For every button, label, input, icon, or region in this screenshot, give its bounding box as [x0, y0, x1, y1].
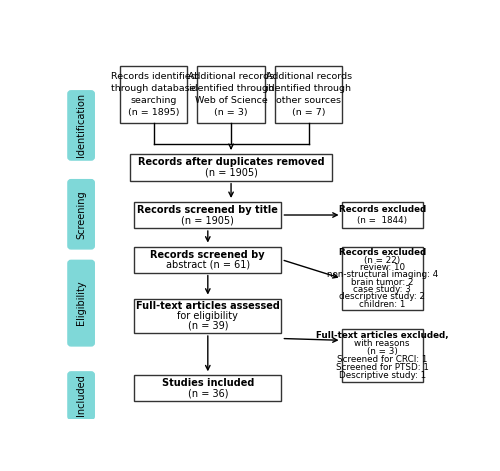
Text: Eligibility: Eligibility	[76, 281, 86, 325]
Text: (n = 7): (n = 7)	[292, 108, 326, 117]
Text: Screening: Screening	[76, 190, 86, 239]
Text: (n = 1905): (n = 1905)	[204, 167, 258, 178]
Text: Identification: Identification	[76, 93, 86, 157]
Text: identified through: identified through	[266, 84, 351, 93]
Text: Full-text articles excluded,: Full-text articles excluded,	[316, 331, 448, 341]
Text: Records screened by: Records screened by	[150, 250, 265, 260]
Text: (n =  1844): (n = 1844)	[357, 216, 407, 225]
Bar	[130, 154, 332, 181]
Text: (n = 1905): (n = 1905)	[182, 215, 234, 225]
Bar	[134, 299, 282, 333]
Bar	[197, 66, 265, 123]
Bar	[274, 66, 342, 123]
FancyBboxPatch shape	[68, 91, 94, 160]
Bar	[342, 247, 423, 310]
Text: (n = 22): (n = 22)	[364, 256, 401, 265]
Text: with reasons: with reasons	[354, 339, 410, 348]
Text: brain tumor: 2: brain tumor: 2	[351, 278, 414, 287]
FancyBboxPatch shape	[68, 179, 94, 249]
Text: case study: 3: case study: 3	[353, 285, 411, 294]
Text: Studies included: Studies included	[162, 378, 254, 389]
Text: other sources: other sources	[276, 96, 341, 105]
Bar	[134, 246, 282, 273]
Bar	[120, 66, 188, 123]
Text: review: 10: review: 10	[360, 263, 405, 272]
Text: descriptive study: 2: descriptive study: 2	[339, 292, 425, 301]
Text: Full-text articles assessed: Full-text articles assessed	[136, 301, 280, 311]
Text: for eligibility: for eligibility	[178, 311, 238, 321]
Text: Records screened by title: Records screened by title	[138, 205, 278, 215]
Text: Additional records: Additional records	[266, 72, 352, 81]
Text: (n = 1895): (n = 1895)	[128, 108, 180, 117]
Text: abstract (n = 61): abstract (n = 61)	[166, 260, 250, 269]
Text: children: 1: children: 1	[359, 300, 406, 309]
Text: Additional records: Additional records	[188, 72, 274, 81]
Text: (n = 3): (n = 3)	[214, 108, 248, 117]
Text: Screened for PTSD: 1: Screened for PTSD: 1	[336, 363, 428, 372]
Bar	[342, 329, 423, 382]
Text: (n = 36): (n = 36)	[188, 389, 228, 398]
Bar	[134, 375, 282, 401]
FancyBboxPatch shape	[68, 260, 94, 346]
Text: Web of Science: Web of Science	[194, 96, 268, 105]
Text: Descriptive study: 1: Descriptive study: 1	[338, 371, 426, 380]
FancyBboxPatch shape	[68, 372, 94, 419]
Text: Records excluded: Records excluded	[338, 248, 426, 257]
Text: Records after duplicates removed: Records after duplicates removed	[138, 157, 324, 167]
Text: (n = 39): (n = 39)	[188, 320, 228, 330]
Text: Included: Included	[76, 375, 86, 416]
Bar	[342, 202, 423, 228]
Text: through database: through database	[112, 84, 196, 93]
Text: Records identified: Records identified	[110, 72, 196, 81]
Text: non-structural imaging: 4: non-structural imaging: 4	[326, 270, 438, 279]
Text: identified through: identified through	[188, 84, 274, 93]
Text: Screened for CRCI: 1: Screened for CRCI: 1	[337, 355, 428, 364]
Text: searching: searching	[130, 96, 177, 105]
Bar	[134, 202, 282, 228]
Text: (n = 3): (n = 3)	[367, 347, 398, 356]
Text: Records excluded: Records excluded	[338, 205, 426, 214]
